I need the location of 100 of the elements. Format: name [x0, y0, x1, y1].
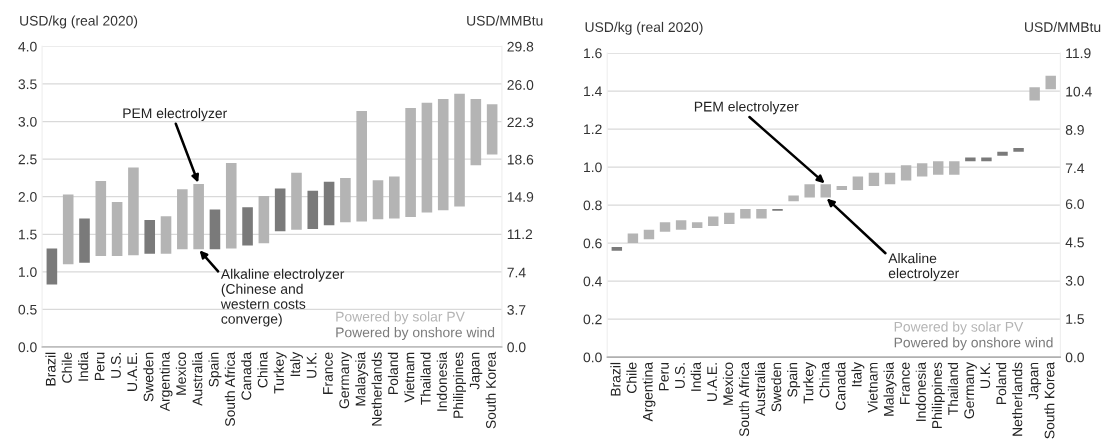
- bar: [756, 208, 767, 219]
- y-tick-label: 1.5: [19, 229, 37, 240]
- x-tick-label: Argentina: [159, 351, 173, 412]
- bar: [209, 209, 221, 250]
- y-tick-label: 0.6: [583, 238, 602, 249]
- x-tick-label: Spain: [787, 362, 801, 397]
- bar: [804, 184, 815, 198]
- bar: [274, 188, 286, 232]
- bar: [933, 161, 944, 175]
- x-tick-label: U.A.E.: [127, 353, 138, 391]
- bar: [627, 233, 639, 244]
- bar: [740, 208, 751, 219]
- x-tick-label: Peru: [659, 362, 669, 391]
- bar: [258, 195, 270, 244]
- x-tick-label: Poland: [387, 352, 399, 394]
- bar: [79, 218, 90, 263]
- x-tick-label: Sweden: [143, 352, 154, 402]
- bar: [675, 220, 687, 230]
- x-tick-label: Philippines: [931, 362, 945, 429]
- x-tick-label: U.A.E.: [707, 363, 717, 402]
- annotation: PEM electrolyzer: [123, 108, 227, 121]
- x-tick-label: France: [900, 362, 910, 405]
- bar: [389, 176, 400, 219]
- y-tick-label: 2.0: [18, 192, 37, 202]
- y-tick-label: 1.0: [19, 267, 37, 277]
- y-tick-label: 0.8: [583, 200, 602, 211]
- bar: [225, 162, 237, 249]
- x-tick-label: Peru: [94, 352, 105, 381]
- text: Powered by solar PV: [336, 311, 465, 325]
- bar: [144, 219, 156, 254]
- y-tick-label: 0.5: [18, 304, 37, 315]
- bar: [111, 201, 123, 257]
- x-tick-label: Netherlands: [371, 352, 382, 426]
- y2-tick-label: 4.5: [1065, 237, 1084, 248]
- x-tick-label: Germany: [339, 351, 352, 409]
- bar: [884, 172, 896, 185]
- bar: [454, 93, 465, 207]
- x-tick-label: India: [78, 351, 89, 381]
- y-axis-title: USD/kg (real 2020): [20, 15, 138, 29]
- y-tick-label: 1.4: [584, 86, 602, 97]
- y-tick-label: 1.6: [584, 48, 602, 59]
- x-tick-label: Thailand: [420, 352, 431, 405]
- y-axis-title: USD/kg (real 2020): [585, 21, 703, 35]
- x-tick-label: Italy: [290, 351, 303, 377]
- y2-tick-label: 11.2: [507, 229, 533, 240]
- x-tick-label: Canada: [835, 361, 846, 410]
- bar: [128, 167, 139, 256]
- y2-tick-label: 26.0: [507, 80, 534, 90]
- bar: [708, 216, 719, 226]
- bar: [724, 212, 735, 225]
- x-tick-label: Brazil: [610, 362, 621, 396]
- bar: [372, 180, 384, 220]
- y2-tick-label: 7.4: [1065, 163, 1085, 174]
- x-tick-label: Mexico: [175, 352, 187, 395]
- y2-tick-label: 1.5: [1066, 314, 1084, 324]
- x-tick-label: U.K.: [306, 353, 317, 378]
- bar: [788, 195, 799, 202]
- bar: [437, 99, 449, 211]
- bar: [160, 216, 172, 254]
- y-tick-label: 3.5: [18, 79, 37, 90]
- y-tick-label: 0.0: [18, 342, 37, 353]
- bar: [852, 176, 864, 190]
- x-tick-label: South Korea: [1044, 361, 1055, 439]
- x-tick-label: U.S.: [675, 363, 685, 388]
- y-tick-label: 0.0: [583, 352, 602, 363]
- x-tick-label: Malaysia: [355, 351, 369, 406]
- bar: [323, 181, 335, 226]
- bar: [820, 184, 831, 198]
- bar: [340, 177, 351, 223]
- bar: [177, 189, 188, 250]
- x-tick-label: Malaysia: [883, 362, 897, 416]
- x-tick-label: Chile: [61, 352, 72, 383]
- x-tick-label: Australia: [754, 362, 766, 416]
- x-tick-label: Argentina: [642, 361, 656, 422]
- bar: [691, 222, 703, 228]
- bar: [659, 222, 671, 232]
- x-tick-label: Turkey: [803, 362, 817, 404]
- x-tick-label: Vietnam: [404, 352, 415, 403]
- x-tick-label: France: [323, 352, 333, 394]
- y2-tick-label: 18.6: [507, 154, 534, 165]
- bar: [242, 207, 253, 246]
- bar: [611, 246, 623, 251]
- y-tick-label: 3.0: [18, 116, 37, 127]
- x-tick-label: Germany: [964, 362, 977, 419]
- bar: [1013, 148, 1024, 152]
- y2-tick-label: 0.0: [507, 342, 526, 353]
- annotation: Alkaline electrolyzer: [888, 253, 960, 281]
- bar: [307, 190, 319, 229]
- y2-tick-label: 3.7: [507, 304, 526, 315]
- x-tick-label: Poland: [996, 362, 1007, 405]
- x-tick-label: U.S.: [111, 353, 121, 378]
- y2-tick-label: 7.4: [507, 267, 526, 278]
- x-tick-label: Japan: [469, 352, 483, 390]
- y2-tick-label: 22.3: [507, 117, 534, 128]
- x-tick-label: Spain: [208, 352, 222, 387]
- x-tick-label: Canada: [241, 351, 252, 400]
- x-tick-label: Netherlands: [1012, 362, 1023, 436]
- x-tick-label: Australia: [192, 351, 203, 406]
- text: Powered by solar PV: [894, 321, 1024, 335]
- x-tick-label: Mexico: [722, 362, 734, 405]
